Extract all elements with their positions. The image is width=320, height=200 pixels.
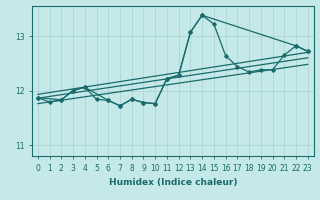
X-axis label: Humidex (Indice chaleur): Humidex (Indice chaleur) [108,178,237,187]
